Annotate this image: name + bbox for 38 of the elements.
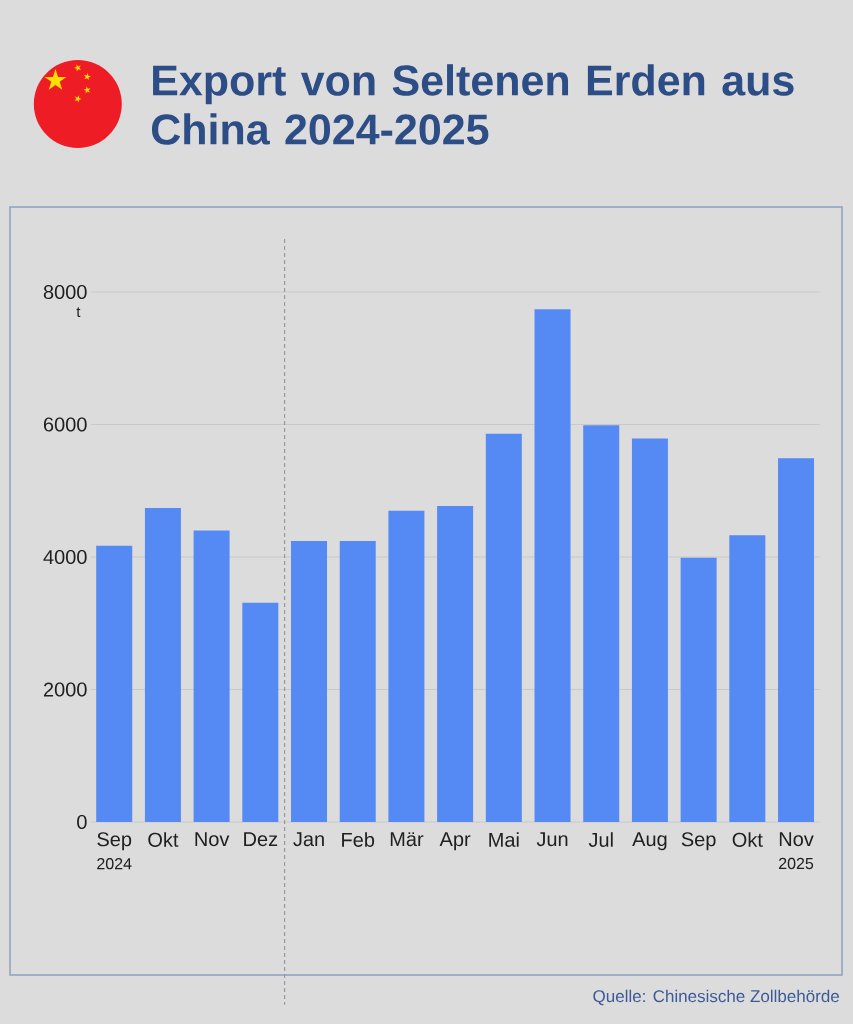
bar	[680, 557, 717, 823]
x-tick-label: Dez	[244, 832, 278, 847]
y-tick-label: 8000	[43, 284, 87, 300]
bar	[583, 425, 620, 823]
x-tick-label: Sep 2024	[97, 832, 132, 870]
x-tick-label: Jan	[293, 832, 324, 847]
bar	[193, 530, 230, 823]
bar	[534, 309, 571, 823]
bar	[729, 535, 766, 823]
x-tick-label: Nov	[195, 832, 230, 847]
x-tick-label: Mai	[489, 832, 519, 847]
bar	[291, 541, 328, 823]
chart-title: Export von Seltenen Erden aus China 2024-2025	[151, 64, 794, 145]
y-tick-label: 6000	[43, 417, 87, 432]
bar	[437, 506, 474, 823]
y-axis-title: t	[76, 307, 81, 318]
bar	[242, 602, 279, 823]
x-tick-label: Mär	[390, 832, 424, 847]
bar	[631, 438, 668, 823]
x-tick-label: Nov 2025	[779, 832, 814, 870]
bar	[778, 458, 815, 823]
x-tick-label: Jun	[536, 832, 568, 847]
bar	[96, 545, 133, 823]
y-tick-label: 0	[77, 814, 87, 830]
bar	[144, 507, 181, 823]
x-tick-label: Apr	[439, 832, 471, 851]
x-tick-label: Feb	[342, 832, 375, 847]
bar	[339, 541, 376, 823]
x-tick-label: Okt	[148, 832, 179, 847]
x-tick-label: Okt	[732, 832, 763, 847]
y-tick-label: 4000	[43, 549, 87, 565]
x-tick-label: Jul	[588, 832, 613, 847]
source-note: Quelle: Chinesische Zollbehörde	[593, 989, 840, 1006]
x-tick-label: Aug	[632, 832, 667, 851]
bar	[485, 433, 522, 823]
bar	[388, 510, 425, 823]
y-tick-label: 2000	[43, 682, 87, 697]
x-tick-label: Sep	[681, 832, 716, 851]
